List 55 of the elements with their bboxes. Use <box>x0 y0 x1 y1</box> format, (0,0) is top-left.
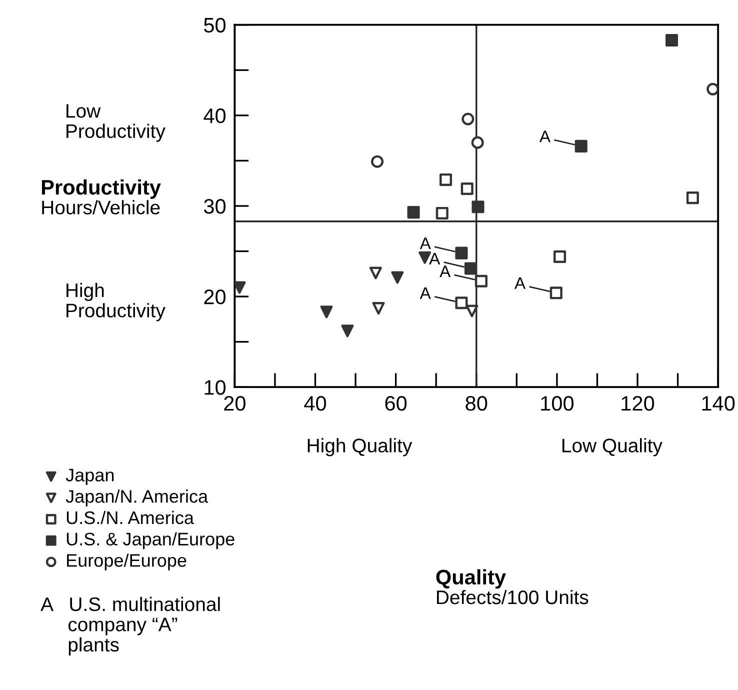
x-tick-label: 100 <box>541 396 574 411</box>
point <box>320 306 333 318</box>
legend-label: U.S./N. America <box>66 510 194 524</box>
annotation: A <box>420 287 431 299</box>
x-tick-label: 140 <box>702 396 735 411</box>
annotation: A <box>440 266 451 278</box>
text: Low Productivity <box>66 104 166 142</box>
point <box>372 302 385 315</box>
y-tick-label: 10 <box>204 380 226 395</box>
point <box>471 136 484 149</box>
point <box>474 274 488 288</box>
text: Quality Defects/100 Units <box>436 569 588 604</box>
point <box>460 182 474 196</box>
point <box>391 271 404 284</box>
point <box>665 34 678 46</box>
text: Low Quality <box>562 438 662 456</box>
point <box>369 266 382 280</box>
y-tick-label: 30 <box>204 198 226 214</box>
annotation: A <box>429 252 440 264</box>
legend-label: Europe/Europe <box>67 554 186 570</box>
legend-label: U.S. & Japan/Europe <box>66 532 234 550</box>
y-tick-label: 20 <box>204 290 226 304</box>
point <box>550 286 562 300</box>
point <box>371 155 384 168</box>
point <box>455 246 468 260</box>
x-tick-label: 120 <box>622 396 654 411</box>
annotation: A <box>539 130 551 142</box>
point <box>234 281 246 294</box>
text: High Productivity <box>66 282 166 322</box>
point <box>462 112 474 126</box>
text: High Quality <box>308 438 412 456</box>
y-tick-label: 40 <box>204 108 226 124</box>
point <box>574 140 588 152</box>
text: A U.S. multinational company “A” plants <box>40 596 220 656</box>
legend-label: Japan <box>66 468 114 486</box>
point <box>686 192 699 204</box>
point <box>466 304 478 318</box>
point <box>407 206 420 219</box>
x-tick-label: 20 <box>224 396 246 411</box>
x-tick-label: 60 <box>385 396 407 411</box>
x-tick-label: 80 <box>466 396 488 411</box>
point <box>341 324 354 338</box>
y-tick-label: 50 <box>204 18 226 33</box>
annotation: A <box>420 238 431 250</box>
annotation: A <box>514 277 526 289</box>
point <box>706 82 718 96</box>
point <box>472 200 484 214</box>
y-axis-title: Productivity Hours/Vehicle <box>42 179 161 214</box>
point <box>554 250 566 263</box>
point <box>440 173 452 186</box>
legend-label: Japan/N. America <box>66 490 208 506</box>
point <box>436 206 448 220</box>
x-tick-label: 40 <box>304 396 326 411</box>
point <box>455 296 468 310</box>
point <box>464 262 477 275</box>
